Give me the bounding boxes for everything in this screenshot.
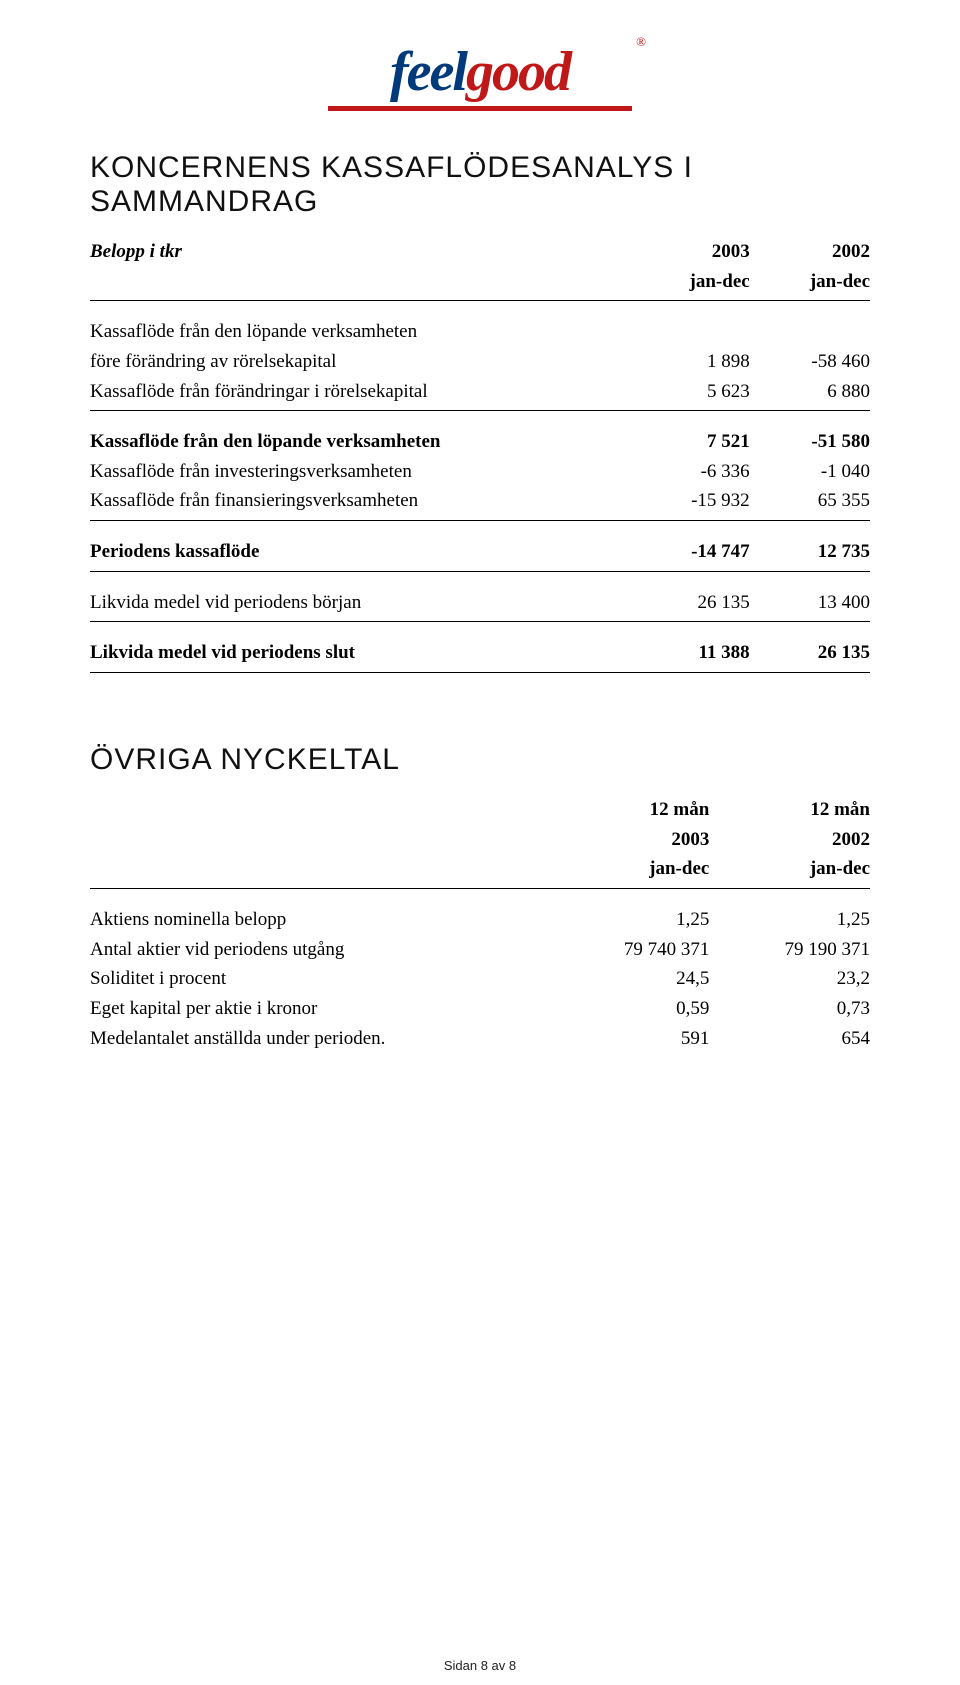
table-row: Likvida medel vid periodens slut 11 388 … xyxy=(90,622,870,673)
keyfigures-section: ÖVRIGA NYCKELTAL 12 mån 12 mån 2003 2002… xyxy=(90,743,870,1053)
row-v2: 26 135 xyxy=(750,622,870,673)
header-col1-top: 2003 xyxy=(629,237,749,267)
table-header-row: Belopp i tkr 2003 2002 xyxy=(90,237,870,267)
row-label: Aktiens nominella belopp xyxy=(90,888,549,934)
row-v2: -51 580 xyxy=(750,411,870,457)
row-v2: 79 190 371 xyxy=(709,935,870,965)
row-label: Likvida medel vid periodens slut xyxy=(90,622,629,673)
header-col2-top: 2002 xyxy=(750,237,870,267)
table-header-row2: jan-dec jan-dec xyxy=(90,267,870,301)
row-v1 xyxy=(629,301,749,347)
row-label: Kassaflöde från den löpande verksamheten xyxy=(90,301,629,347)
row-v2: 13 400 xyxy=(750,571,870,622)
logo-good: good xyxy=(466,41,570,103)
row-label: Kassaflöde från förändringar i rörelseka… xyxy=(90,377,629,411)
table-row: Kassaflöde från den löpande verksamheten… xyxy=(90,411,870,457)
table-row: Likvida medel vid periodens början 26 13… xyxy=(90,571,870,622)
table-row: Kassaflöde från investeringsverksamheten… xyxy=(90,457,870,487)
table-row: Aktiens nominella belopp 1,25 1,25 xyxy=(90,888,870,934)
row-v1: 1,25 xyxy=(549,888,710,934)
header-col1-top: 12 mån xyxy=(549,795,710,825)
table-header-row3: jan-dec jan-dec xyxy=(90,854,870,888)
row-label: Likvida medel vid periodens början xyxy=(90,571,629,622)
row-v2: 654 xyxy=(709,1024,870,1054)
header-col2-top: 12 mån xyxy=(709,795,870,825)
logo-feel: feel xyxy=(390,41,466,103)
section2-title: ÖVRIGA NYCKELTAL xyxy=(90,743,870,777)
row-v1: 11 388 xyxy=(629,622,749,673)
page-footer: Sidan 8 av 8 xyxy=(0,1658,960,1673)
row-v1: 5 623 xyxy=(629,377,749,411)
table-header-row: 12 mån 12 mån xyxy=(90,795,870,825)
row-label: Kassaflöde från investeringsverksamheten xyxy=(90,457,629,487)
header-label: Belopp i tkr xyxy=(90,237,629,267)
row-v2: 23,2 xyxy=(709,964,870,994)
row-v1: 1 898 xyxy=(629,347,749,377)
header-col2-mid: 2002 xyxy=(709,825,870,855)
header-col1-bot: jan-dec xyxy=(629,267,749,301)
logo-underline xyxy=(328,106,632,111)
row-v1: 7 521 xyxy=(629,411,749,457)
row-label: Kassaflöde från den löpande verksamheten xyxy=(90,411,629,457)
table-row: Kassaflöde från den löpande verksamheten xyxy=(90,301,870,347)
row-v1: 79 740 371 xyxy=(549,935,710,965)
header-col1-bot: jan-dec xyxy=(549,854,710,888)
row-v2: -58 460 xyxy=(750,347,870,377)
row-label: Eget kapital per aktie i kronor xyxy=(90,994,549,1024)
row-label: Antal aktier vid periodens utgång xyxy=(90,935,549,965)
cashflow-section: KONCERNENS KASSAFLÖDESANALYS I SAMMANDRA… xyxy=(90,151,870,673)
section1-title: KONCERNENS KASSAFLÖDESANALYS I SAMMANDRA… xyxy=(90,151,870,219)
row-v1: -14 747 xyxy=(629,521,749,572)
table-row: Medelantalet anställda under perioden. 5… xyxy=(90,1024,870,1054)
row-v1: -15 932 xyxy=(629,486,749,520)
header-col2-bot: jan-dec xyxy=(709,854,870,888)
keyfigures-table: 12 mån 12 mån 2003 2002 jan-dec jan-dec … xyxy=(90,795,870,1053)
table-row: Eget kapital per aktie i kronor 0,59 0,7… xyxy=(90,994,870,1024)
row-label: Soliditet i procent xyxy=(90,964,549,994)
logo-block: feelgood ® xyxy=(90,40,870,111)
header-col2-bot: jan-dec xyxy=(750,267,870,301)
cashflow-table: Belopp i tkr 2003 2002 jan-dec jan-dec K… xyxy=(90,237,870,673)
table-row: Periodens kassaflöde -14 747 12 735 xyxy=(90,521,870,572)
page-number: Sidan 8 av 8 xyxy=(444,1658,516,1673)
header-col1-mid: 2003 xyxy=(549,825,710,855)
table-header-row2: 2003 2002 xyxy=(90,825,870,855)
row-label: Kassaflöde från finansieringsverksamhete… xyxy=(90,486,629,520)
row-v2: -1 040 xyxy=(750,457,870,487)
registered-icon: ® xyxy=(636,34,646,50)
table-row: Kassaflöde från finansieringsverksamhete… xyxy=(90,486,870,520)
row-v1: -6 336 xyxy=(629,457,749,487)
row-v2: 6 880 xyxy=(750,377,870,411)
row-v2: 12 735 xyxy=(750,521,870,572)
row-v2: 1,25 xyxy=(709,888,870,934)
row-v1: 0,59 xyxy=(549,994,710,1024)
row-v2 xyxy=(750,301,870,347)
row-label: Medelantalet anställda under perioden. xyxy=(90,1024,549,1054)
row-label: före förändring av rörelsekapital xyxy=(90,347,629,377)
feelgood-logo: feelgood ® xyxy=(328,40,632,111)
row-v1: 591 xyxy=(549,1024,710,1054)
table-row: Soliditet i procent 24,5 23,2 xyxy=(90,964,870,994)
row-v1: 26 135 xyxy=(629,571,749,622)
table-row: Kassaflöde från förändringar i rörelseka… xyxy=(90,377,870,411)
table-row: före förändring av rörelsekapital 1 898 … xyxy=(90,347,870,377)
row-v2: 0,73 xyxy=(709,994,870,1024)
row-v2: 65 355 xyxy=(750,486,870,520)
row-label: Periodens kassaflöde xyxy=(90,521,629,572)
row-v1: 24,5 xyxy=(549,964,710,994)
table-row: Antal aktier vid periodens utgång 79 740… xyxy=(90,935,870,965)
